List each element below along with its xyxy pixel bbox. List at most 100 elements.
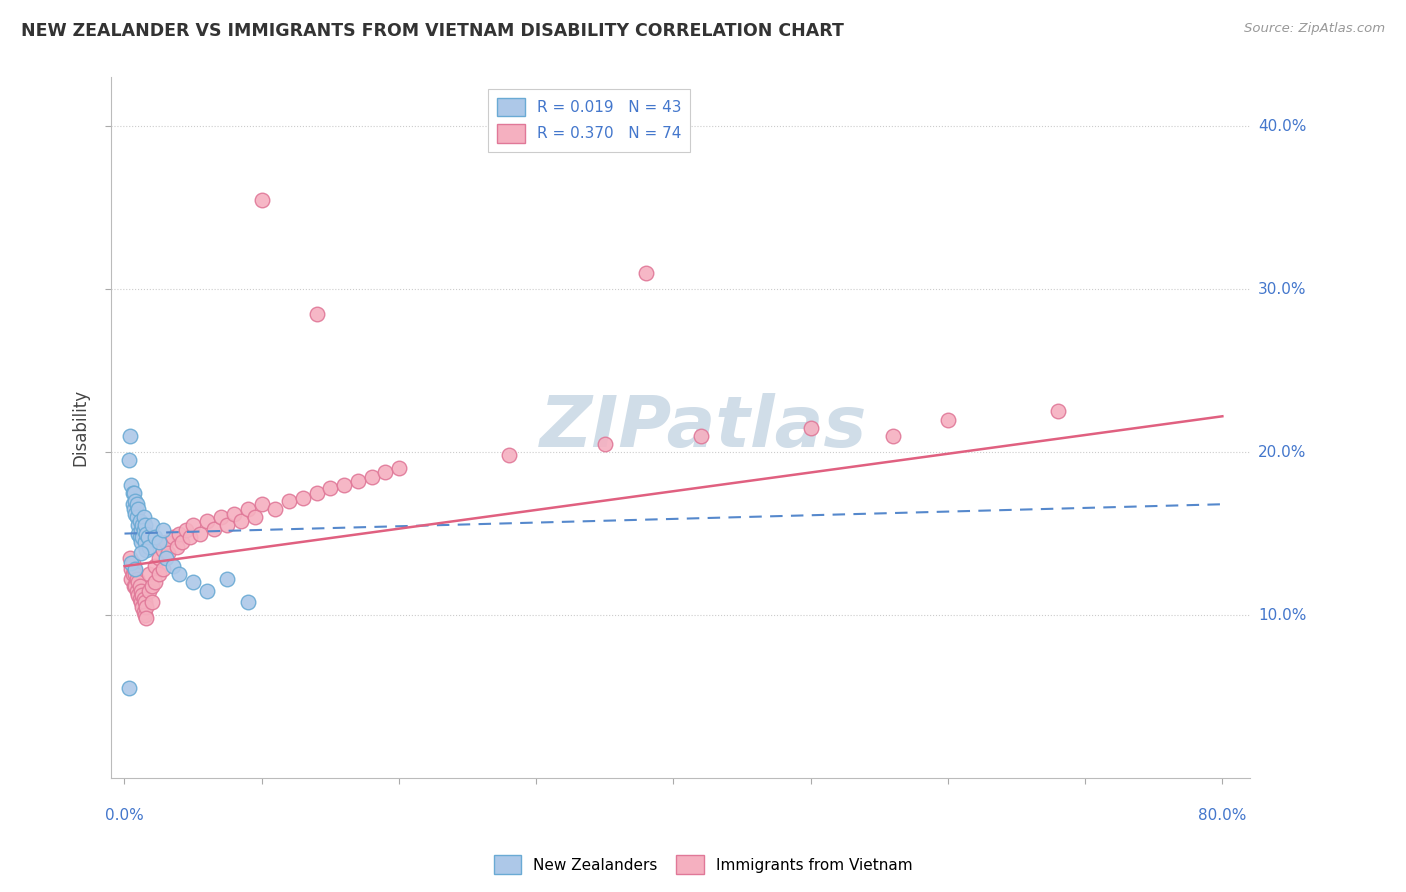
Point bbox=[181, 518, 204, 533]
Point bbox=[169, 567, 191, 582]
Text: 80.0%: 80.0% bbox=[1198, 808, 1247, 823]
Point bbox=[120, 556, 142, 570]
Point bbox=[132, 510, 155, 524]
Point bbox=[125, 510, 148, 524]
Point bbox=[128, 514, 150, 528]
Point bbox=[141, 595, 163, 609]
Point bbox=[135, 526, 157, 541]
Point bbox=[132, 524, 155, 538]
Point bbox=[122, 486, 145, 500]
Text: 30.0%: 30.0% bbox=[1258, 282, 1306, 297]
Point bbox=[1046, 404, 1069, 418]
Text: Source: ZipAtlas.com: Source: ZipAtlas.com bbox=[1244, 22, 1385, 36]
Point bbox=[124, 562, 146, 576]
Text: 10.0%: 10.0% bbox=[1258, 607, 1306, 623]
Point bbox=[138, 567, 160, 582]
Y-axis label: Disability: Disability bbox=[72, 389, 89, 467]
Point bbox=[118, 429, 141, 443]
Point bbox=[124, 579, 146, 593]
Point bbox=[243, 510, 266, 524]
Point bbox=[936, 412, 959, 426]
Point bbox=[498, 449, 520, 463]
Point bbox=[125, 572, 148, 586]
Text: ZIPatlas: ZIPatlas bbox=[540, 393, 866, 462]
Point bbox=[131, 589, 153, 603]
Point bbox=[148, 567, 170, 582]
Point bbox=[224, 507, 246, 521]
Point bbox=[217, 572, 239, 586]
Point bbox=[152, 562, 174, 576]
Point bbox=[143, 575, 166, 590]
Point bbox=[250, 193, 273, 207]
Point bbox=[155, 551, 177, 566]
Point bbox=[132, 591, 155, 606]
Point bbox=[135, 611, 157, 625]
Point bbox=[131, 518, 153, 533]
Point bbox=[138, 540, 160, 554]
Point bbox=[152, 542, 174, 557]
Point bbox=[135, 542, 157, 557]
Point bbox=[128, 579, 150, 593]
Point bbox=[125, 497, 148, 511]
Point bbox=[800, 420, 823, 434]
Point bbox=[264, 502, 287, 516]
Point bbox=[117, 453, 139, 467]
Point bbox=[122, 502, 145, 516]
Point bbox=[188, 526, 211, 541]
Point bbox=[124, 494, 146, 508]
Point bbox=[125, 583, 148, 598]
Point bbox=[148, 551, 170, 566]
Legend: R = 0.019   N = 43, R = 0.370   N = 74: R = 0.019 N = 43, R = 0.370 N = 74 bbox=[488, 88, 690, 152]
Point bbox=[121, 556, 143, 570]
Point bbox=[593, 437, 616, 451]
Point bbox=[128, 591, 150, 606]
Point bbox=[131, 530, 153, 544]
Point bbox=[152, 524, 174, 538]
Point bbox=[132, 605, 155, 619]
Point bbox=[360, 469, 382, 483]
Point bbox=[129, 595, 152, 609]
Point bbox=[346, 475, 368, 489]
Point bbox=[172, 534, 194, 549]
Point bbox=[122, 579, 145, 593]
Point bbox=[155, 534, 177, 549]
Point bbox=[291, 491, 314, 505]
Point bbox=[127, 518, 149, 533]
Point bbox=[333, 477, 356, 491]
Point bbox=[127, 502, 149, 516]
Text: 40.0%: 40.0% bbox=[1258, 119, 1306, 134]
Point bbox=[278, 494, 301, 508]
Point bbox=[236, 502, 259, 516]
Point bbox=[169, 526, 191, 541]
Point bbox=[120, 562, 142, 576]
Point bbox=[141, 579, 163, 593]
Point bbox=[236, 595, 259, 609]
Point bbox=[141, 518, 163, 533]
Point bbox=[162, 559, 184, 574]
Point bbox=[157, 546, 180, 560]
Point bbox=[138, 583, 160, 598]
Legend: New Zealanders, Immigrants from Vietnam: New Zealanders, Immigrants from Vietnam bbox=[488, 849, 918, 880]
Point bbox=[128, 530, 150, 544]
Point bbox=[120, 572, 142, 586]
Point bbox=[143, 530, 166, 544]
Point bbox=[124, 567, 146, 582]
Point bbox=[134, 607, 156, 622]
Point bbox=[388, 461, 411, 475]
Point bbox=[179, 530, 201, 544]
Point bbox=[124, 507, 146, 521]
Point bbox=[305, 307, 328, 321]
Point bbox=[162, 530, 184, 544]
Point bbox=[135, 599, 157, 614]
Point bbox=[129, 534, 152, 549]
Point bbox=[129, 546, 152, 560]
Point bbox=[134, 595, 156, 609]
Text: 20.0%: 20.0% bbox=[1258, 444, 1306, 459]
Point bbox=[121, 486, 143, 500]
Point bbox=[166, 540, 188, 554]
Point bbox=[374, 465, 396, 479]
Point bbox=[118, 551, 141, 566]
Point bbox=[129, 583, 152, 598]
Point bbox=[143, 559, 166, 574]
Point bbox=[134, 518, 156, 533]
